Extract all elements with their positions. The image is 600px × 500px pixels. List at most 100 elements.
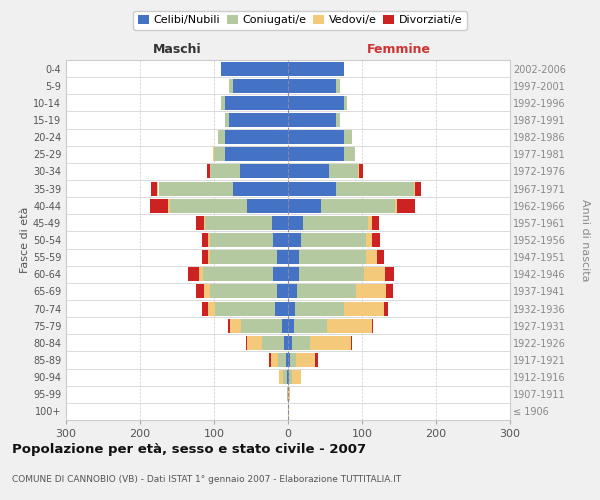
Bar [203, 268, 273, 281]
Bar [205, 284, 210, 298]
Bar [373, 233, 380, 247]
Bar [225, 148, 288, 162]
Bar [290, 353, 296, 367]
Bar [196, 284, 205, 298]
Text: Femmine: Femmine [367, 44, 431, 57]
Bar [202, 250, 208, 264]
Bar [262, 336, 284, 350]
Bar [415, 182, 421, 196]
Text: Popolazione per età, sesso e stato civile - 2007: Popolazione per età, sesso e stato civil… [12, 442, 366, 456]
Bar [288, 148, 343, 162]
Bar [202, 302, 208, 316]
Bar [225, 96, 288, 110]
Bar [210, 233, 273, 247]
Bar [288, 302, 295, 316]
Bar [277, 284, 288, 298]
Bar [288, 250, 299, 264]
Bar [288, 268, 299, 281]
Bar [288, 216, 303, 230]
Bar [158, 182, 233, 196]
Text: Maschi: Maschi [152, 44, 202, 57]
Bar [294, 318, 327, 332]
Bar [210, 250, 277, 264]
Bar [241, 318, 282, 332]
Bar [301, 233, 367, 247]
Bar [288, 113, 336, 127]
Bar [288, 96, 343, 110]
Bar [288, 78, 336, 92]
Bar [230, 318, 241, 332]
Bar [289, 370, 292, 384]
Bar [343, 302, 384, 316]
Bar [371, 216, 379, 230]
Bar [149, 198, 168, 212]
Y-axis label: Fasce di età: Fasce di età [20, 207, 30, 273]
Bar [275, 302, 288, 316]
Bar [273, 268, 288, 281]
Bar [414, 182, 415, 196]
Bar [221, 62, 288, 76]
Bar [384, 302, 388, 316]
Bar [336, 78, 340, 92]
Bar [286, 353, 288, 367]
Bar [343, 130, 352, 144]
Bar [288, 198, 322, 212]
Bar [272, 216, 288, 230]
Bar [366, 250, 377, 264]
Bar [288, 62, 343, 76]
Bar [240, 164, 288, 178]
Bar [288, 336, 292, 350]
Bar [310, 336, 351, 350]
Bar [288, 130, 343, 144]
Bar [288, 388, 290, 402]
Bar [228, 318, 230, 332]
Bar [279, 370, 283, 384]
Bar [288, 233, 301, 247]
Bar [288, 164, 329, 178]
Bar [288, 404, 289, 418]
Bar [247, 198, 288, 212]
Bar [288, 182, 336, 196]
Bar [196, 216, 203, 230]
Bar [386, 284, 393, 298]
Bar [208, 250, 210, 264]
Bar [170, 198, 247, 212]
Bar [336, 182, 414, 196]
Bar [269, 353, 271, 367]
Bar [296, 353, 314, 367]
Bar [397, 198, 415, 212]
Bar [364, 268, 385, 281]
Bar [213, 148, 214, 162]
Bar [199, 268, 203, 281]
Bar [271, 353, 278, 367]
Bar [205, 216, 272, 230]
Bar [233, 182, 288, 196]
Legend: Celibi/Nubili, Coniugati/e, Vedovi/e, Divorziati/e: Celibi/Nubili, Coniugati/e, Vedovi/e, Di… [133, 10, 467, 30]
Bar [368, 216, 371, 230]
Bar [327, 318, 371, 332]
Bar [233, 78, 288, 92]
Bar [314, 353, 319, 367]
Bar [221, 96, 225, 110]
Bar [282, 318, 288, 332]
Bar [208, 233, 210, 247]
Bar [287, 388, 288, 402]
Bar [299, 250, 366, 264]
Bar [377, 250, 384, 264]
Bar [210, 284, 277, 298]
Bar [206, 164, 210, 178]
Bar [288, 353, 290, 367]
Text: COMUNE DI CANNOBIO (VB) - Dati ISTAT 1° gennaio 2007 - Elaborazione TUTTITALIA.I: COMUNE DI CANNOBIO (VB) - Dati ISTAT 1° … [12, 476, 401, 484]
Y-axis label: Anni di nascita: Anni di nascita [580, 198, 590, 281]
Bar [288, 284, 297, 298]
Bar [292, 336, 310, 350]
Bar [210, 164, 240, 178]
Bar [299, 268, 364, 281]
Bar [283, 370, 287, 384]
Bar [225, 130, 288, 144]
Bar [284, 336, 288, 350]
Bar [295, 302, 343, 316]
Bar [385, 268, 394, 281]
Bar [214, 148, 225, 162]
Bar [246, 336, 247, 350]
